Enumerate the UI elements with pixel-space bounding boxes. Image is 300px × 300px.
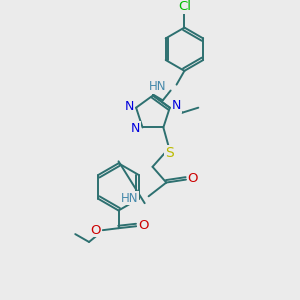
Text: N: N xyxy=(131,122,140,135)
Text: HN: HN xyxy=(149,80,167,93)
Text: N: N xyxy=(172,99,182,112)
Text: Cl: Cl xyxy=(178,0,191,14)
Text: O: O xyxy=(138,219,148,232)
Text: O: O xyxy=(91,224,101,237)
Text: HN: HN xyxy=(121,192,139,205)
Text: N: N xyxy=(124,100,134,113)
Text: S: S xyxy=(165,146,174,160)
Text: O: O xyxy=(188,172,198,185)
